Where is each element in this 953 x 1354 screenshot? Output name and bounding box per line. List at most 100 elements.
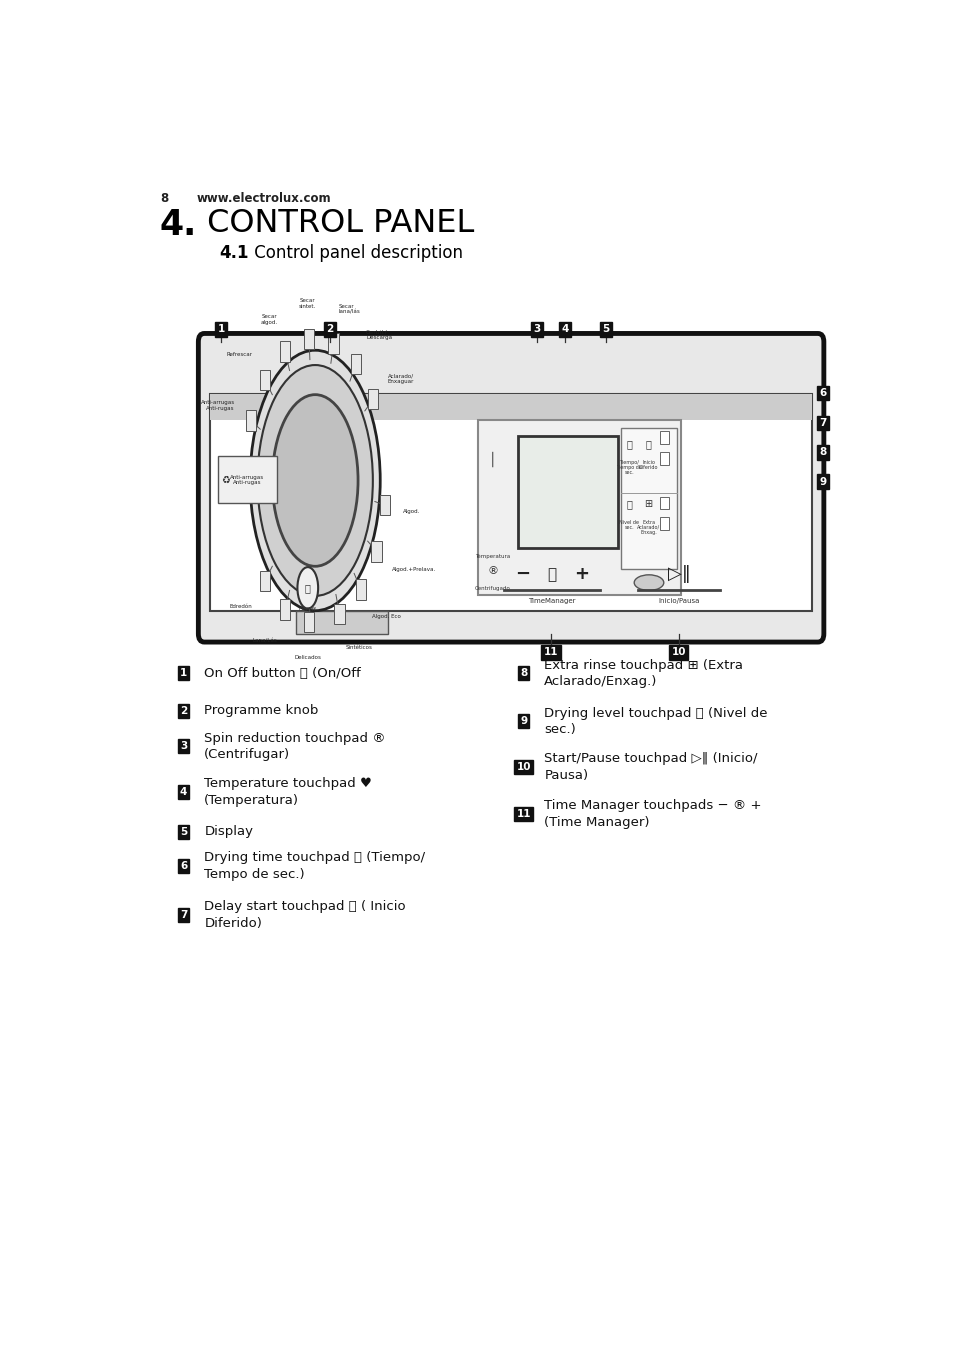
Text: Drying time touchpad ⌛ (Tiempo/
Tempo de sec.): Drying time touchpad ⌛ (Tiempo/ Tempo de… — [204, 852, 425, 881]
Text: Inicio
Diferido: Inicio Diferido — [639, 459, 658, 470]
Text: 7: 7 — [819, 418, 826, 428]
Ellipse shape — [297, 567, 317, 608]
Text: Delay start touchpad ⌚ ( Inicio
Diferido): Delay start touchpad ⌚ ( Inicio Diferido… — [204, 900, 405, 930]
Bar — [659, 497, 668, 509]
Text: Temperature touchpad ♥
(Temperatura): Temperature touchpad ♥ (Temperatura) — [204, 777, 372, 807]
Text: ♻: ♻ — [221, 475, 230, 485]
Text: Control panel description: Control panel description — [249, 244, 462, 261]
Text: 6: 6 — [180, 861, 187, 871]
Bar — [328, 333, 338, 353]
Text: 1: 1 — [217, 325, 225, 334]
Text: TimeManager: TimeManager — [527, 598, 575, 604]
Text: 6: 6 — [819, 387, 826, 398]
Text: Programme knob: Programme knob — [204, 704, 318, 718]
Ellipse shape — [272, 394, 357, 566]
Text: 2: 2 — [326, 325, 334, 334]
Text: Lana/Lás: Lana/Lás — [253, 639, 277, 645]
Text: Delicados: Delicados — [294, 655, 320, 659]
Bar — [371, 542, 381, 562]
Bar — [280, 341, 290, 362]
Text: Aclarado/
Enxaguar: Aclarado/ Enxaguar — [388, 374, 414, 385]
Text: ⊞: ⊞ — [644, 498, 652, 509]
Text: ⏻: ⏻ — [305, 582, 311, 593]
Text: Secar
sintet.: Secar sintet. — [298, 298, 315, 309]
Text: Extra
Aclarado/
Enxag.: Extra Aclarado/ Enxag. — [637, 520, 659, 535]
Text: 4: 4 — [180, 787, 187, 798]
Text: Anti-arrugas
Anti-rugas: Anti-arrugas Anti-rugas — [200, 401, 234, 410]
Text: Algod.+Prelava.: Algod.+Prelava. — [392, 567, 436, 571]
Text: Tiempo/
Tiempo de
sec.: Tiempo/ Tiempo de sec. — [616, 459, 641, 475]
Bar — [659, 517, 668, 529]
Bar — [351, 353, 360, 375]
Bar — [659, 432, 668, 444]
Bar — [280, 598, 290, 620]
Text: ®: ® — [487, 566, 497, 577]
Text: Sintéticos: Sintéticos — [345, 645, 372, 650]
Bar — [210, 394, 811, 420]
Text: Algod.: Algod. — [402, 509, 419, 513]
Text: Centril./
Descarga: Centril./ Descarga — [366, 330, 392, 340]
Text: Extra rinse touchpad ⊞ (Extra
Aclarado/Enxag.): Extra rinse touchpad ⊞ (Extra Aclarado/E… — [544, 658, 742, 688]
Bar — [303, 612, 314, 632]
Bar — [355, 580, 366, 600]
Bar — [259, 370, 270, 390]
Text: │: │ — [488, 451, 496, 467]
Text: Temperatura: Temperatura — [475, 554, 510, 559]
Text: 11: 11 — [516, 810, 531, 819]
Text: ▷‖: ▷‖ — [667, 566, 690, 584]
Text: 10: 10 — [671, 647, 685, 658]
Bar — [259, 570, 270, 592]
Text: CONTROL PANEL: CONTROL PANEL — [196, 209, 474, 240]
Bar — [303, 329, 314, 349]
Text: 8: 8 — [819, 447, 826, 458]
Text: 5: 5 — [180, 827, 187, 837]
Bar — [246, 410, 255, 431]
Text: +: + — [574, 566, 588, 584]
Text: 4.1: 4.1 — [219, 244, 249, 261]
Ellipse shape — [250, 351, 380, 611]
Text: 11: 11 — [543, 647, 558, 658]
Bar — [296, 611, 388, 634]
Text: www.electrolux.com: www.electrolux.com — [196, 192, 331, 204]
Text: Algod. Eco: Algod. Eco — [372, 613, 400, 619]
Text: −: − — [514, 566, 529, 584]
Bar — [477, 420, 680, 596]
Text: 9: 9 — [819, 477, 826, 486]
Bar — [368, 389, 378, 409]
Text: 7: 7 — [180, 910, 187, 921]
Text: 8: 8 — [160, 192, 168, 204]
Bar — [659, 452, 668, 464]
Bar — [619, 428, 677, 569]
Text: 4: 4 — [560, 325, 568, 334]
Text: On/Off: On/Off — [298, 607, 316, 612]
Text: ⌛: ⌛ — [547, 567, 556, 582]
Text: ⌛: ⌛ — [626, 439, 632, 448]
Bar — [334, 604, 344, 624]
Text: 2: 2 — [180, 705, 187, 716]
Text: Edredón: Edredón — [230, 604, 253, 608]
Bar — [379, 494, 390, 516]
Text: Refrescar: Refrescar — [226, 352, 253, 357]
Text: Inicio/Pausa: Inicio/Pausa — [658, 598, 699, 604]
Text: 3: 3 — [533, 325, 540, 334]
Text: Centrifugado: Centrifugado — [475, 586, 510, 590]
Text: Start/Pause touchpad ▷‖ (Inicio/
Pausa): Start/Pause touchpad ▷‖ (Inicio/ Pausa) — [544, 753, 757, 781]
Text: 9: 9 — [519, 716, 527, 726]
Ellipse shape — [257, 366, 373, 596]
Bar — [518, 436, 618, 548]
Text: Nivel de
sec.: Nivel de sec. — [618, 520, 639, 529]
Text: 4.: 4. — [160, 209, 197, 242]
Bar — [217, 456, 276, 504]
FancyBboxPatch shape — [198, 333, 823, 642]
Text: 10: 10 — [516, 762, 531, 772]
Text: ␥: ␥ — [626, 498, 632, 509]
Text: Secar
lana/lás: Secar lana/lás — [337, 303, 359, 314]
Text: ⌚: ⌚ — [645, 439, 651, 448]
Text: 3: 3 — [180, 742, 187, 751]
Text: Spin reduction touchpad ®
(Centrifugar): Spin reduction touchpad ® (Centrifugar) — [204, 731, 386, 761]
Text: Time Manager touchpads − ® +
(Time Manager): Time Manager touchpads − ® + (Time Manag… — [544, 799, 761, 829]
Text: 5: 5 — [601, 325, 609, 334]
Text: 8: 8 — [519, 669, 527, 678]
Bar — [210, 394, 811, 611]
Text: Secar
algod.: Secar algod. — [260, 314, 277, 325]
